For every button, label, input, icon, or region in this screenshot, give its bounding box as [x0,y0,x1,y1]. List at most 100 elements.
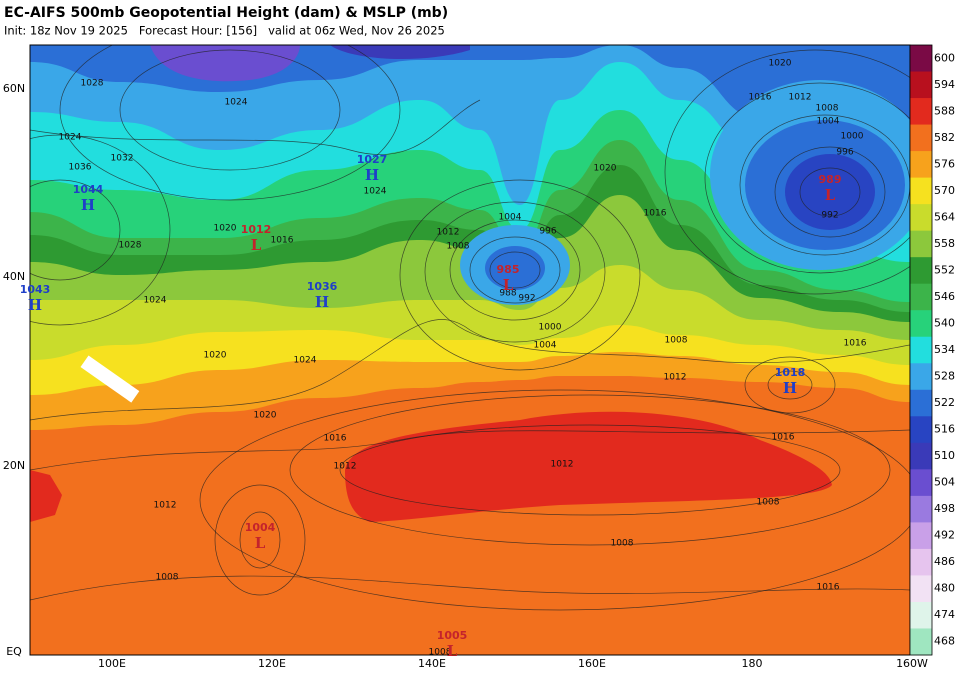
isobar [239,511,281,569]
isobar-label: 1024 [364,187,387,197]
colorbar-label: 564 [934,210,955,223]
colorbar-swatch [910,257,932,285]
colorbar-swatch [910,177,932,205]
isobar-label: 1012 [437,228,460,238]
colorbar-swatch [910,469,932,497]
isobar [449,219,581,321]
isobar-label: 1016 [324,434,347,444]
colorbar-swatch [910,204,932,232]
colorbar-swatch [910,601,932,629]
colorbar-label: 516 [934,423,955,436]
center-symbol: L [503,276,514,294]
isobar-label: 1024 [144,296,167,306]
isobar-label: 1008 [757,498,780,508]
colorbar-swatch [910,124,932,152]
isobar-label: 1012 [664,373,687,383]
colorbar-label: 570 [934,184,955,197]
colorbar-label: 522 [934,396,955,409]
isobar-label: 1004 [534,341,557,351]
isobar-label: 1020 [204,351,227,361]
isobar [739,114,910,256]
center-value: 1018 [775,366,806,379]
center-value: 1027 [357,153,388,166]
colorbar-label: 486 [934,555,955,568]
isobar [30,575,910,601]
title: EC-AIFS 500mb Geopotential Height (dam) … [4,5,448,21]
isobar [30,99,481,155]
field-red [345,411,832,522]
center-value: 1004 [245,521,276,534]
colorbar-label: 558 [934,237,955,250]
isobar [30,179,121,281]
colorbar-swatch [910,45,932,73]
center-symbol: L [447,642,458,660]
center-symbol: L [251,236,262,254]
isobar-label: 1004 [499,213,522,223]
colorbar-label: 594 [934,78,955,91]
center-value: 989 [819,173,842,186]
lon-label: 120E [258,657,286,670]
isobar [119,49,341,171]
isobar-label: 988 [499,289,516,299]
isobar-label: 1020 [769,59,792,69]
colorbar-label: 492 [934,529,955,542]
colorbar-frame [909,44,933,656]
isobar-label: 1016 [749,93,772,103]
isobar-label: 1000 [539,323,562,333]
isobar-label: 1032 [111,154,134,164]
no-data-strip [80,355,140,403]
colorbar-label: 600 [934,51,955,64]
isobar-label: 1012 [551,460,574,470]
colorbar-label: 510 [934,449,955,462]
center-value: 1012 [241,223,272,236]
colorbar-swatch [910,522,932,550]
isobar [59,45,401,201]
isobar-label: 992 [518,294,535,304]
center-symbol: L [255,534,266,552]
low-core [785,154,875,230]
isobar [339,424,841,516]
colorbar-label: 582 [934,131,955,144]
isobar-label: 1024 [59,133,82,143]
isobar-label: 1016 [271,236,294,246]
colorbar-label: 504 [934,476,955,489]
center-symbol: H [81,196,95,214]
isobar-label: 1020 [254,411,277,421]
colorbar-swatch [910,363,932,391]
colorbar-label: 546 [934,290,955,303]
colorbar-swatch [910,628,932,656]
isobar-label: 1028 [119,241,142,251]
colorbar-label: 480 [934,582,955,595]
center-value: 1036 [307,280,338,293]
trough-core [485,246,545,290]
isobar-label: 1000 [841,132,864,142]
isobar-label: 1008 [156,573,179,583]
colorbar-swatch [910,336,932,364]
center-value: 985 [497,263,520,276]
colorbar-label: 576 [934,157,955,170]
lat-label: 20N [3,459,25,472]
center-symbol: H [365,166,379,184]
isobar [799,167,861,217]
center-symbol: H [783,379,797,397]
isobar-label: 1012 [334,462,357,472]
isobar-label: 1012 [154,501,177,511]
colorbar-label: 534 [934,343,955,356]
colorbar-label: 474 [934,608,955,621]
colorbar-swatch [910,230,932,258]
isobar-label: 1036 [69,163,92,173]
lon-label: 140E [418,657,446,670]
isobar [30,134,171,326]
field-red [30,470,62,522]
lon-label: 100E [98,657,126,670]
isobar [489,251,541,289]
isobar-label: 1008 [665,336,688,346]
isobar [767,370,813,400]
isobar-label: 1016 [817,583,840,593]
colorbar-swatch [910,442,932,470]
isobar-label: 1016 [844,339,867,349]
isobar [469,236,561,304]
isobar-label: 1004 [817,117,840,127]
isobar [30,319,910,421]
